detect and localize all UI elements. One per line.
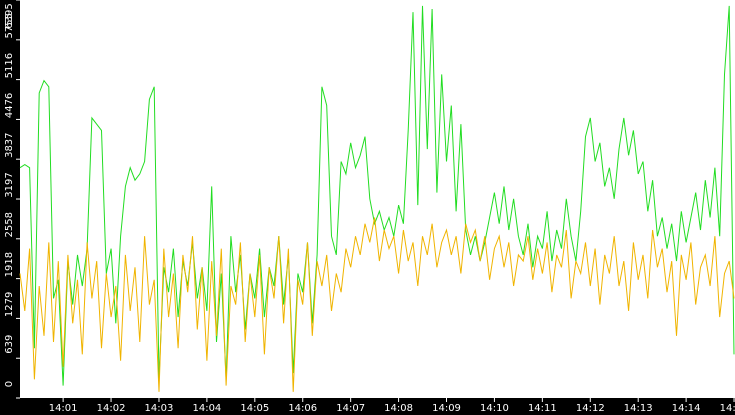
x-tick-label: 14:04 [192,403,221,414]
y-tick-label: 3197 [4,172,15,197]
x-tick-label: 14:12 [576,403,605,414]
x-tick-label: 14:09 [432,403,461,414]
x-tick-label: 14:03 [145,403,174,414]
x-tick-label: 14:11 [528,403,557,414]
x-tick-label: 14:14 [672,403,701,414]
series-line [19,217,735,392]
y-tick-label: 3837 [4,132,15,157]
y-axis-strip [0,0,20,415]
x-tick-label: 14:07 [336,403,365,414]
x-tick-label: 14:15 [720,403,735,414]
y-tick-label: 2558 [4,212,15,237]
x-tick-label: 14:05 [240,403,269,414]
y-tick-label: 639 [4,335,15,354]
y-tick-label: 5116 [4,53,15,78]
x-tick-label: 14:02 [97,403,126,414]
x-tick-label: 14:01 [49,403,78,414]
y-tick-label: 5755 [4,13,15,38]
x-axis-strip [0,398,735,415]
y-tick-label: 1279 [4,292,15,317]
y-tick-label: 1918 [4,252,15,277]
x-tick-label: 14:13 [624,403,653,414]
y-tick-label: 6395 [4,3,15,28]
x-tick-label: 14:08 [384,403,413,414]
x-tick-label: 14:06 [288,403,317,414]
y-tick-label: 4476 [4,93,15,118]
x-tick-label: 14:10 [480,403,509,414]
y-tick-label: 0 [4,381,15,387]
series-line [19,5,735,386]
